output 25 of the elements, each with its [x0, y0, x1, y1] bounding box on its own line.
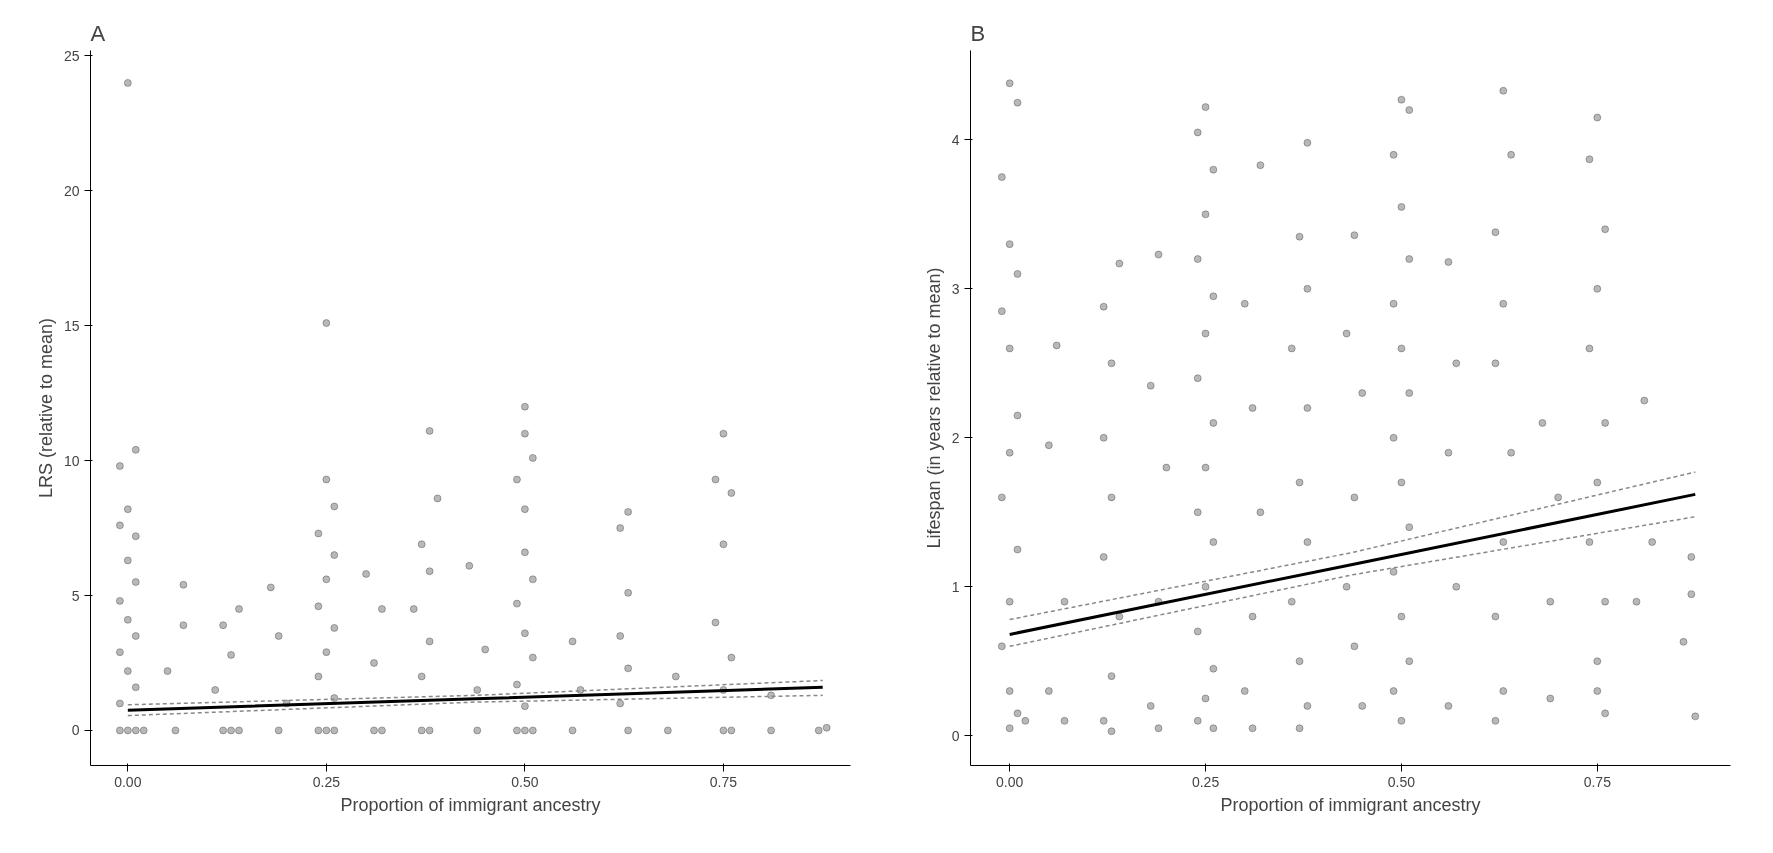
x-tick-label: 0.00 [996, 773, 1024, 790]
x-tick-label: 0.50 [1387, 773, 1416, 790]
y-tick-label: 20 [63, 182, 80, 199]
x-tick-label: 0.00 [114, 773, 142, 790]
x-tick-label: 0.75 [1583, 773, 1612, 790]
x-axis-title: Proportion of immigrant ancestry [340, 794, 601, 815]
y-tick-label: 0 [951, 727, 960, 744]
y-tick-label: 25 [63, 47, 80, 64]
y-tick-label: 0 [71, 722, 80, 739]
x-tick-label: 0.75 [709, 773, 738, 790]
y-tick-label: 1 [951, 578, 960, 595]
x-axis-title: Proportion of immigrant ancestry [1220, 794, 1481, 815]
x-tick-label: 0.50 [511, 773, 539, 790]
y-tick-label: 15 [63, 317, 80, 334]
y-tick-label: 10 [63, 452, 80, 469]
chart-title: A [90, 20, 106, 46]
y-tick-label: 3 [951, 280, 960, 297]
chart-title: B [970, 20, 986, 46]
y-axis-title: LRS (relative to mean) [35, 317, 56, 499]
y-tick-label: 5 [71, 587, 80, 604]
x-tick-label: 0.25 [1191, 773, 1220, 790]
y-tick-label: 2 [951, 429, 960, 446]
y-axis-title: Lifespan (in years relative to mean) [923, 267, 944, 549]
x-tick-label: 0.25 [312, 773, 341, 790]
y-tick-label: 4 [951, 131, 960, 148]
